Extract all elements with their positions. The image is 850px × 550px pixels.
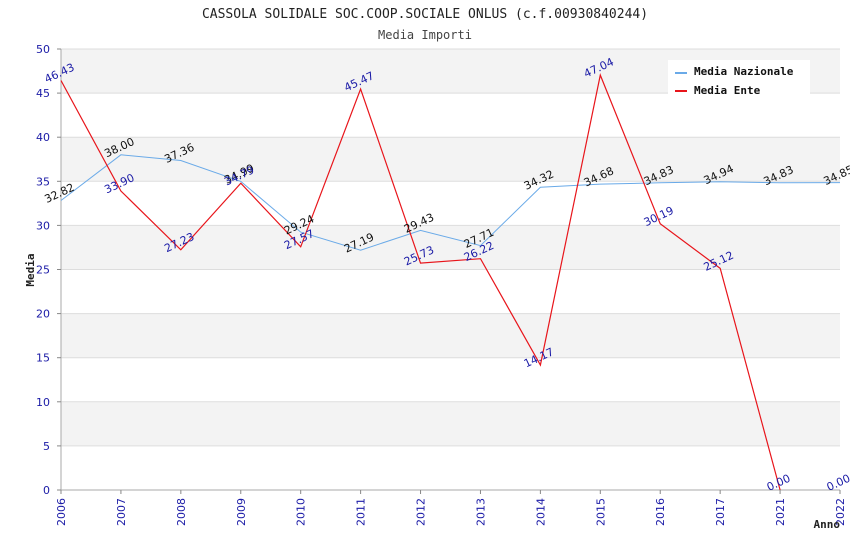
plot-band [61,313,840,358]
y-tick-label: 5 [43,440,50,453]
data-label: 0.00 [825,472,850,494]
x-axis-label: Anno [814,518,841,531]
x-tick-label: 2013 [474,498,487,526]
x-ticks: 2006 2007 2008 2009 2010 2011 2012 2013 2014 2015… [55,490,847,526]
series-line-media-ente [60,73,781,491]
y-tick-label: 25 [36,264,50,277]
legend-box [668,60,810,100]
x-tick-label: 2007 [115,498,128,526]
x-tick-label: 2014 [534,498,547,526]
y-tick-label: 40 [36,131,50,144]
series-lines [60,73,841,491]
plot-band [61,225,840,270]
x-tick-label: 2015 [594,498,607,526]
x-tick-label: 2022 [834,498,847,526]
x-tick-label: 2010 [295,498,308,526]
y-tick-label: 10 [36,396,50,409]
x-tick-label: 2006 [55,498,68,526]
plot-bands [61,49,840,446]
y-tick-label: 30 [36,219,50,232]
x-tick-label: 2008 [175,498,188,526]
data-label: 0.00 [765,472,793,494]
series-line-media-nazionale [60,154,841,251]
legend-label-media-ente: Media Ente [694,84,761,97]
gridlines [61,48,840,447]
x-tick-label: 2012 [415,498,428,526]
x-tick-label: 2016 [654,498,667,526]
x-tick-label: 2009 [235,498,248,526]
y-tick-label: 0 [43,484,50,497]
y-tick-label: 50 [36,43,50,56]
plot-band [61,137,840,182]
y-tick-label: 45 [36,87,50,100]
x-tick-label: 2017 [714,498,727,526]
plot-band [61,401,840,446]
y-axis-label: Media [24,253,37,286]
x-tick-label: 2021 [774,498,787,526]
x-tick-label: 2011 [355,498,368,526]
y-tick-label: 20 [36,308,50,321]
y-tick-label: 35 [36,175,50,188]
y-ticks: 0 5 10 15 20 25 30 35 40 45 50 [36,43,61,497]
legend-label-media-nazionale: Media Nazionale [694,65,794,78]
chart-subtitle: Media Importi [378,28,472,42]
chart-title: CASSOLA SOLIDALE SOC.COOP.SOCIALE ONLUS … [202,7,648,22]
legend: Media Nazionale Media Ente [668,60,810,100]
y-tick-label: 15 [36,352,50,365]
